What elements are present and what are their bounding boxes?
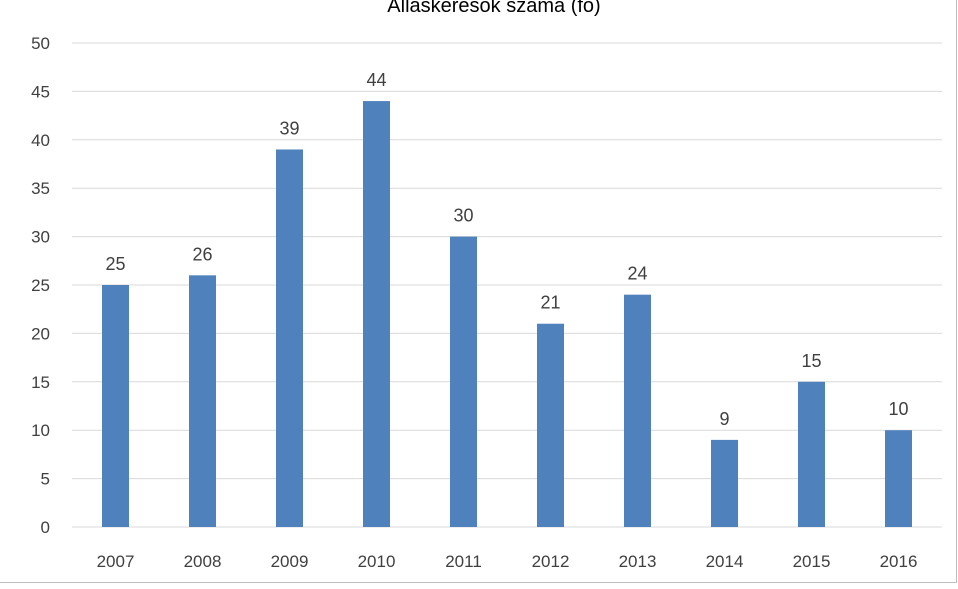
- y-tick-label: 30: [31, 228, 50, 247]
- bar: [102, 285, 129, 527]
- x-tick-label: 2012: [532, 552, 570, 571]
- y-tick-label: 10: [31, 421, 50, 440]
- y-tick-label: 15: [31, 373, 50, 392]
- data-labels: 25 26 39 44 30 21 24 9 15 10: [105, 70, 908, 429]
- data-label: 21: [540, 293, 560, 313]
- bar: [711, 439, 738, 527]
- x-tick-label: 2009: [271, 552, 309, 571]
- bar: [537, 323, 564, 527]
- x-tick-label: 2014: [706, 552, 744, 571]
- data-label: 30: [453, 206, 473, 226]
- y-tick-label: 0: [41, 518, 50, 537]
- x-tick-label: 2015: [793, 552, 831, 571]
- x-tick-label: 2011: [445, 552, 482, 571]
- bar: [885, 430, 912, 527]
- x-tick-label: 2013: [619, 552, 657, 571]
- y-tick-label: 25: [31, 276, 50, 295]
- chart-title: Álláskeresők száma (fő): [387, 0, 600, 17]
- y-axis-ticks: 0 5 10 15 20 25 30 35 40 45 50: [31, 34, 50, 537]
- y-tick-label: 45: [31, 82, 50, 101]
- x-axis-ticks: 2007 2008 2009 2010 2011 2012 2013 2014 2015 2016: [97, 552, 918, 571]
- data-label: 39: [279, 118, 299, 138]
- gridlines: [72, 42, 942, 528]
- data-label: 24: [627, 264, 647, 284]
- bars: [102, 101, 912, 528]
- bar: [189, 275, 216, 527]
- data-label: 10: [888, 399, 908, 419]
- bar: [276, 149, 303, 528]
- data-label: 15: [801, 351, 821, 371]
- x-tick-label: 2008: [184, 552, 222, 571]
- y-tick-label: 35: [31, 179, 50, 198]
- y-tick-label: 20: [31, 324, 50, 343]
- y-tick-label: 40: [31, 131, 50, 150]
- x-tick-label: 2007: [97, 552, 135, 571]
- x-tick-label: 2016: [880, 552, 918, 571]
- bar: [624, 294, 651, 527]
- x-tick-label: 2010: [358, 552, 396, 571]
- bar: [363, 101, 390, 527]
- y-tick-label: 5: [41, 470, 50, 489]
- data-label: 44: [366, 70, 386, 90]
- bar: [798, 381, 825, 527]
- bar: [450, 236, 477, 527]
- data-label: 25: [105, 254, 125, 274]
- y-tick-label: 50: [31, 34, 50, 53]
- data-label: 9: [719, 409, 729, 429]
- data-label: 26: [192, 244, 212, 264]
